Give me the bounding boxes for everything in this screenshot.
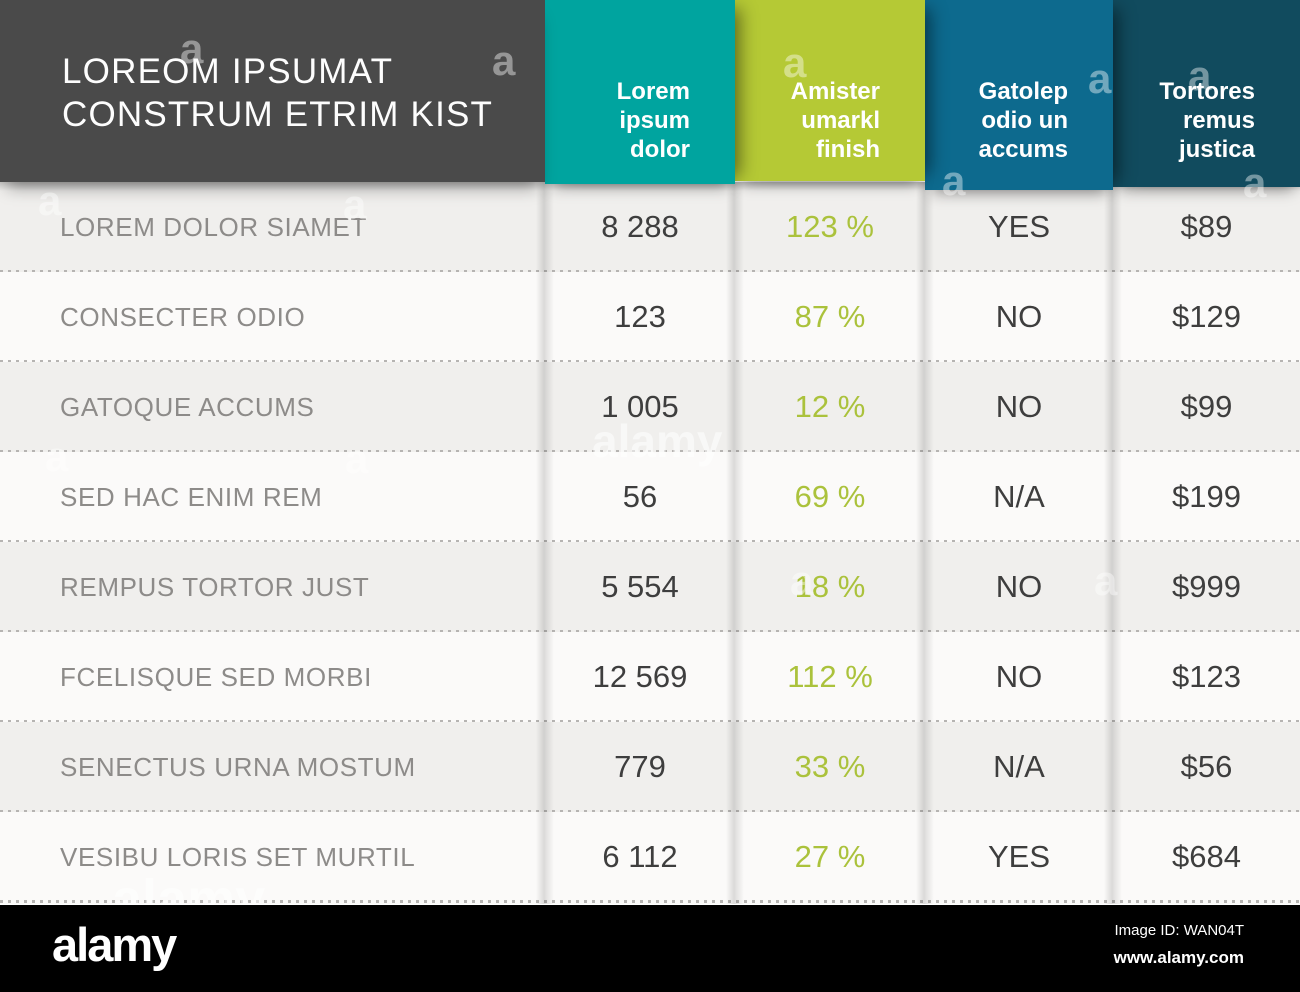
row-flag: NO — [995, 659, 1043, 694]
table-title: LOREOM IPSUMAT CONSTRUM ETRIM KIST — [62, 52, 494, 134]
row-flag: NO — [995, 389, 1043, 424]
table-row: CONSECTER ODIO 123 87 % NO $129 — [0, 272, 1300, 363]
row-flag: YES — [987, 209, 1051, 244]
table-row: GATOQUE ACCUMS 1 005 12 % NO $99 — [0, 362, 1300, 453]
row-value: 123 — [614, 299, 666, 334]
row-price: $89 — [1180, 209, 1233, 244]
watermark-info: Image ID: WAN04T www.alamy.com — [1114, 922, 1244, 968]
column-header-label: Gatolep odio un accums — [978, 78, 1068, 163]
image-id-text: Image ID: WAN04T — [1114, 922, 1244, 939]
row-price: $999 — [1172, 569, 1241, 604]
column-header-lorem-ipsum-dolor: Lorem ipsum dolor — [545, 0, 735, 184]
row-percent: 69 % — [794, 479, 866, 514]
row-flag: N/A — [993, 479, 1045, 514]
row-price: $99 — [1180, 389, 1233, 424]
row-label: CONSECTER ODIO — [60, 301, 306, 332]
row-percent: 18 % — [794, 569, 866, 604]
column-header-amister-umarkl-finish: Amister umarkl finish — [735, 0, 925, 181]
row-price: $129 — [1172, 299, 1241, 334]
row-value: 8 288 — [601, 209, 679, 244]
row-label: GATOQUE ACCUMS — [60, 391, 315, 422]
row-percent: 87 % — [794, 299, 866, 334]
row-percent: 112 % — [787, 659, 873, 694]
table-title-panel: LOREOM IPSUMAT CONSTRUM ETRIM KIST — [0, 0, 545, 182]
row-value: 12 569 — [592, 659, 688, 694]
row-flag: NO — [995, 299, 1043, 334]
row-label: REMPUS TORTOR JUST — [60, 571, 370, 602]
row-label: FCELISQUE SED MORBI — [60, 661, 372, 692]
table-row: FCELISQUE SED MORBI 12 569 112 % NO $123 — [0, 632, 1300, 723]
row-value: 1 005 — [601, 389, 679, 424]
table-row: SENECTUS URNA MOSTUM 779 33 % N/A $56 — [0, 722, 1300, 813]
row-label: VESIBU LORIS SET MURTIL — [60, 841, 416, 872]
column-header-tortores-remus-justica: Tortores remus justica — [1113, 0, 1300, 187]
row-label: LOREM DOLOR SIAMET — [60, 211, 367, 242]
table-row: SED HAC ENIM REM 56 69 % N/A $199 — [0, 452, 1300, 543]
row-percent: 33 % — [794, 749, 866, 784]
website-text: www.alamy.com — [1113, 948, 1244, 967]
row-flag: NO — [995, 569, 1043, 604]
row-label: SENECTUS URNA MOSTUM — [60, 751, 416, 782]
table-row: VESIBU LORIS SET MURTIL 6 112 27 % YES $… — [0, 812, 1300, 903]
table-body: LOREM DOLOR SIAMET 8 288 123 % YES $89 C… — [0, 182, 1300, 904]
row-value: 779 — [614, 749, 666, 784]
table-row: REMPUS TORTOR JUST 5 554 18 % NO $999 — [0, 542, 1300, 633]
row-price: $199 — [1172, 479, 1241, 514]
row-flag: N/A — [993, 749, 1045, 784]
row-value: 6 112 — [602, 839, 678, 874]
row-flag: YES — [987, 839, 1051, 874]
row-percent: 27 % — [794, 839, 866, 874]
column-header-label: Lorem ipsum dolor — [616, 78, 690, 163]
row-label: SED HAC ENIM REM — [60, 481, 323, 512]
row-percent: 12 % — [794, 389, 866, 424]
column-header-label: Amister umarkl finish — [790, 78, 880, 163]
row-price: $684 — [1172, 839, 1241, 874]
row-price: $123 — [1172, 659, 1241, 694]
row-value: 5 554 — [601, 569, 679, 604]
watermark-bar: alamy Image ID: WAN04T www.alamy.com — [0, 905, 1300, 992]
table-row: LOREM DOLOR SIAMET 8 288 123 % YES $89 — [0, 182, 1300, 273]
row-value: 56 — [622, 479, 658, 514]
column-header-gatolep-odio-un-accums: Gatolep odio un accums — [925, 0, 1113, 190]
row-price: $56 — [1180, 749, 1233, 784]
alamy-logo: alamy — [52, 918, 177, 971]
column-header-label: Tortores remus justica — [1159, 78, 1255, 163]
row-percent: 123 % — [786, 209, 874, 244]
